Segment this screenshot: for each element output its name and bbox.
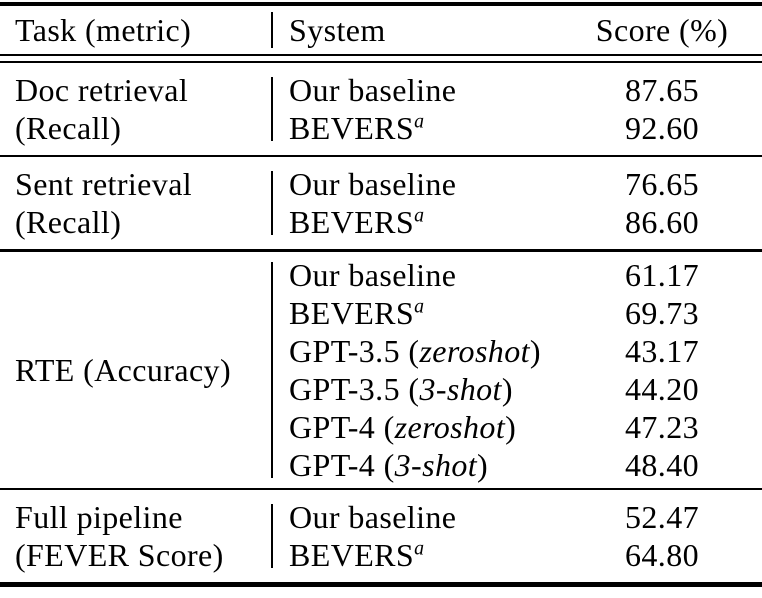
column-divider (271, 504, 273, 568)
score-cells: 52.47 64.80 (562, 498, 762, 574)
score-value: 92.60 (625, 109, 699, 146)
header-system: System (289, 11, 386, 48)
system-name: GPT-4 (3-shot) (289, 446, 489, 483)
score-value: 87.65 (625, 71, 699, 108)
task-line: Sent retrieval (15, 166, 193, 202)
system-name: GPT-3.5 (zeroshot) (289, 332, 541, 369)
system-name: Our baseline (289, 71, 457, 108)
score-value: 44.20 (625, 370, 699, 407)
task-cell: Full pipeline (FEVER Score) (0, 498, 271, 574)
system-name: BEVERSa (289, 204, 425, 240)
results-table: Task (metric) System Score (%) Doc retri… (0, 2, 762, 587)
group-doc-retrieval: Doc retrieval (Recall) Our baseline BEVE… (0, 63, 762, 155)
header-task-metric: Task (metric) (15, 11, 192, 48)
group-separator-rule (0, 487, 762, 490)
task-line: Full pipeline (15, 499, 183, 535)
table-top-rule (0, 2, 762, 6)
score-cells: 76.65 86.60 (562, 165, 762, 241)
group-separator-rule (0, 154, 762, 157)
footnote-marker: a (414, 204, 425, 227)
system-name: Our baseline (289, 166, 457, 202)
score-value: 52.47 (625, 499, 699, 535)
table-bottom-rule (0, 582, 762, 587)
header-double-rule (0, 54, 762, 63)
task-line: RTE (Accuracy) (15, 351, 232, 388)
task-cell: RTE (Accuracy) (0, 256, 271, 484)
system-cells: Our baseline BEVERSa (273, 71, 562, 147)
task-line: (FEVER Score) (15, 537, 224, 573)
system-name: GPT-4 (zeroshot) (289, 408, 517, 445)
footnote-marker: a (414, 294, 425, 317)
score-cells: 61.17 69.73 43.17 44.20 47.23 48.40 (562, 256, 762, 484)
table-header-row: Task (metric) System Score (%) (0, 6, 762, 54)
score-value: 43.17 (625, 332, 699, 369)
score-value: 76.65 (625, 166, 699, 202)
group-separator-rule (0, 249, 762, 252)
score-value: 47.23 (625, 408, 699, 445)
system-cells: Our baseline BEVERSa (273, 165, 562, 241)
system-name: GPT-3.5 (3-shot) (289, 370, 513, 407)
score-value: 48.40 (625, 446, 699, 483)
score-value: 64.80 (625, 537, 699, 573)
column-divider (271, 261, 273, 478)
system-name: BEVERSa (289, 537, 425, 573)
column-divider (271, 76, 273, 141)
system-cells: Our baseline BEVERSa (273, 498, 562, 574)
task-line: (Recall) (15, 109, 122, 146)
column-divider (271, 171, 273, 235)
task-cell: Sent retrieval (Recall) (0, 165, 271, 241)
column-divider (271, 12, 273, 48)
system-cells: Our baseline BEVERSa GPT-3.5 (zeroshot) … (273, 256, 562, 484)
system-name: Our baseline (289, 256, 457, 293)
system-name: Our baseline (289, 499, 457, 535)
footnote-marker: a (414, 537, 425, 560)
score-value: 69.73 (625, 294, 699, 331)
task-line: (Recall) (15, 204, 122, 240)
task-cell: Doc retrieval (Recall) (0, 71, 271, 147)
group-sent-retrieval: Sent retrieval (Recall) Our baseline BEV… (0, 157, 762, 249)
task-line: Doc retrieval (15, 71, 189, 108)
score-value: 86.60 (625, 204, 699, 240)
system-name: BEVERSa (289, 294, 425, 331)
score-cells: 87.65 92.60 (562, 71, 762, 147)
footnote-marker: a (414, 109, 425, 132)
header-score: Score (%) (595, 11, 729, 48)
group-rte: RTE (Accuracy) Our baseline BEVERSa GPT-… (0, 252, 762, 488)
group-full-pipeline: Full pipeline (FEVER Score) Our baseline… (0, 490, 762, 582)
score-value: 61.17 (625, 256, 699, 293)
system-name: BEVERSa (289, 109, 425, 146)
